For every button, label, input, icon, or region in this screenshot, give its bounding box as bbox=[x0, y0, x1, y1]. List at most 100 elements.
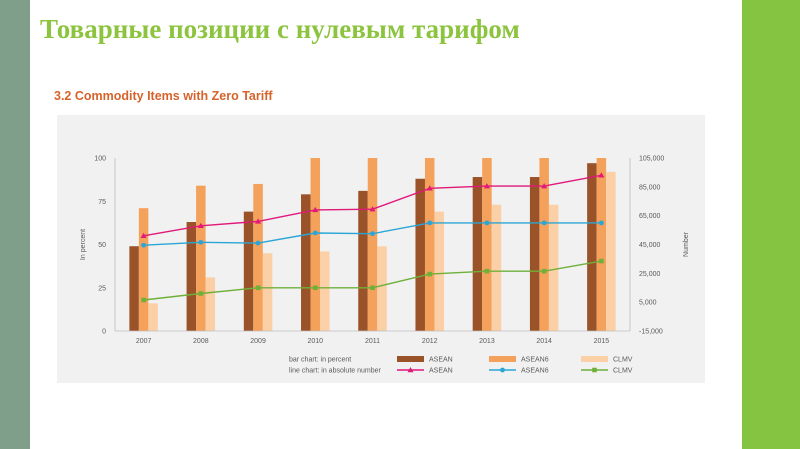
legend-bar-swatch-asean bbox=[397, 356, 424, 362]
marker-asean-2010 bbox=[312, 206, 319, 213]
bar-clmv-2010 bbox=[320, 251, 330, 331]
axis-lines bbox=[114, 158, 631, 332]
marker-asean-2007 bbox=[140, 232, 147, 239]
bar-asean-2014 bbox=[529, 177, 540, 331]
bar-asean-2008 bbox=[186, 222, 197, 331]
y2-tick-label-85,000: 85,000 bbox=[639, 184, 661, 191]
marker-asean-2012 bbox=[426, 185, 433, 191]
x-tick-label-2010: 2010 bbox=[307, 338, 323, 345]
legend: bar chart: in percent line chart: in abso… bbox=[289, 356, 633, 375]
legend-line-caption: line chart: in absolute number bbox=[289, 368, 381, 375]
marker-clmv-2009 bbox=[255, 285, 261, 291]
x-tick-label-2013: 2013 bbox=[479, 338, 495, 345]
y2-tick-label-5,000: 5,000 bbox=[639, 300, 657, 307]
bar-asean-2015 bbox=[587, 163, 597, 331]
y-axis-title: In percent bbox=[80, 229, 87, 260]
bar-asean-2009 bbox=[243, 211, 254, 331]
x-tick-label-2007: 2007 bbox=[136, 338, 152, 345]
marker-asean-2008 bbox=[197, 222, 204, 228]
marker-asean-2011 bbox=[369, 206, 376, 212]
bar-asean6-2015 bbox=[596, 158, 607, 331]
bar-clmv-2007 bbox=[148, 303, 158, 331]
tick-labels: 0 25 50 75 100 -15,000 5,000 25,000 45,000 65,000… bbox=[80, 156, 690, 346]
marker-asean6-2014 bbox=[541, 220, 547, 226]
x-tick-label-2015: 2015 bbox=[594, 338, 610, 345]
y2-tick-label-105,000: 105,000 bbox=[639, 156, 664, 163]
bar-asean-2012 bbox=[415, 178, 425, 331]
legend-bar-caption: bar chart: in percent bbox=[289, 357, 351, 364]
marker-clmv-2008 bbox=[198, 291, 204, 296]
chart-caption: 3.2 Commodity Items with Zero Tariff bbox=[54, 89, 273, 103]
marker-asean-2009 bbox=[255, 218, 262, 224]
y2-axis-title: Number bbox=[683, 231, 690, 257]
bar-clmv-2015 bbox=[606, 171, 616, 331]
bar-clmv-2009 bbox=[262, 253, 273, 331]
y2-tick-label-45,000: 45,000 bbox=[639, 242, 661, 249]
bar-asean6-2014 bbox=[539, 158, 549, 331]
y-tick-label-0: 0 bbox=[102, 329, 106, 336]
legend-bar-label-asean6: ASEAN6 bbox=[521, 357, 549, 364]
y2-tick-label-25,000: 25,000 bbox=[639, 271, 661, 278]
bar-asean-2013 bbox=[472, 177, 483, 331]
bar-asean6-2012 bbox=[424, 158, 435, 331]
bar-asean6-2008 bbox=[196, 185, 206, 331]
bar-asean6-2007 bbox=[138, 208, 149, 331]
y-tick-label-100: 100 bbox=[94, 156, 106, 163]
marker-clmv-2007 bbox=[141, 297, 146, 303]
bar-clmv-2012 bbox=[434, 211, 444, 331]
marker-asean6-2008 bbox=[198, 239, 204, 245]
bar-asean6-2009 bbox=[253, 183, 263, 331]
y2-tick-label-65,000: 65,000 bbox=[639, 213, 661, 220]
line-series-group bbox=[140, 172, 605, 303]
x-tick-label-2014: 2014 bbox=[536, 338, 552, 345]
bar-clmv-2013 bbox=[491, 204, 502, 331]
marker-clmv-2014 bbox=[541, 268, 547, 274]
marker-asean6-2010 bbox=[312, 230, 318, 236]
marker-asean-2014 bbox=[541, 183, 548, 189]
legend-marker-clmv bbox=[592, 367, 597, 373]
marker-clmv-2012 bbox=[427, 271, 433, 277]
legend-line-label-asean: ASEAN bbox=[429, 368, 453, 375]
y-tick-label-75: 75 bbox=[98, 199, 106, 206]
bar-asean6-2010 bbox=[310, 158, 321, 331]
marker-clmv-2010 bbox=[312, 285, 318, 291]
legend-marker-asean bbox=[407, 367, 414, 373]
marker-asean6-2012 bbox=[427, 220, 433, 226]
combo-chart: 0 25 50 75 100 -15,000 5,000 25,000 45,000 65,000… bbox=[80, 156, 690, 375]
right-decor-band bbox=[742, 0, 800, 449]
marker-asean6-2007 bbox=[141, 242, 147, 248]
legend-line-label-clmv: CLMV bbox=[613, 368, 633, 375]
marker-asean6-2009 bbox=[255, 240, 261, 246]
legend-line-label-asean6: ASEAN6 bbox=[521, 368, 549, 375]
bar-asean-2007 bbox=[129, 246, 139, 331]
bar-clmv-2008 bbox=[205, 277, 216, 331]
x-tick-label-2009: 2009 bbox=[250, 338, 266, 345]
y-tick-label-25: 25 bbox=[98, 285, 106, 292]
marker-clmv-2015 bbox=[599, 258, 604, 264]
y2-tick-label--15,000: -15,000 bbox=[639, 329, 663, 336]
y-tick-label-50: 50 bbox=[98, 242, 106, 249]
bar-asean-2011 bbox=[358, 190, 368, 331]
marker-asean6-2015 bbox=[598, 220, 604, 226]
bar-clmv-2014 bbox=[548, 204, 559, 331]
bar-asean6-2011 bbox=[367, 158, 378, 331]
legend-bar-swatch-asean6 bbox=[489, 356, 516, 362]
left-decor-band bbox=[0, 0, 30, 449]
legend-bar-label-asean: ASEAN bbox=[429, 357, 453, 364]
marker-asean6-2011 bbox=[370, 231, 375, 237]
bar-asean6-2013 bbox=[482, 158, 492, 331]
chart-panel: 0 25 50 75 100 -15,000 5,000 25,000 45,000 65,000… bbox=[57, 115, 705, 383]
x-tick-label-2011: 2011 bbox=[365, 338, 380, 345]
marker-clmv-2011 bbox=[370, 285, 375, 291]
slide-title: Товарные позиции с нулевым тарифом bbox=[40, 14, 520, 44]
legend-bar-label-clmv: CLMV bbox=[613, 357, 633, 364]
x-tick-label-2012: 2012 bbox=[422, 338, 438, 345]
marker-asean-2013 bbox=[483, 183, 490, 189]
bar-asean-2010 bbox=[301, 194, 311, 331]
bar-series-group bbox=[129, 158, 616, 331]
marker-asean-2015 bbox=[598, 172, 605, 178]
marker-asean6-2013 bbox=[484, 220, 490, 226]
x-tick-label-2008: 2008 bbox=[193, 338, 209, 345]
marker-clmv-2013 bbox=[484, 268, 490, 274]
legend-bar-swatch-clmv bbox=[581, 356, 608, 362]
